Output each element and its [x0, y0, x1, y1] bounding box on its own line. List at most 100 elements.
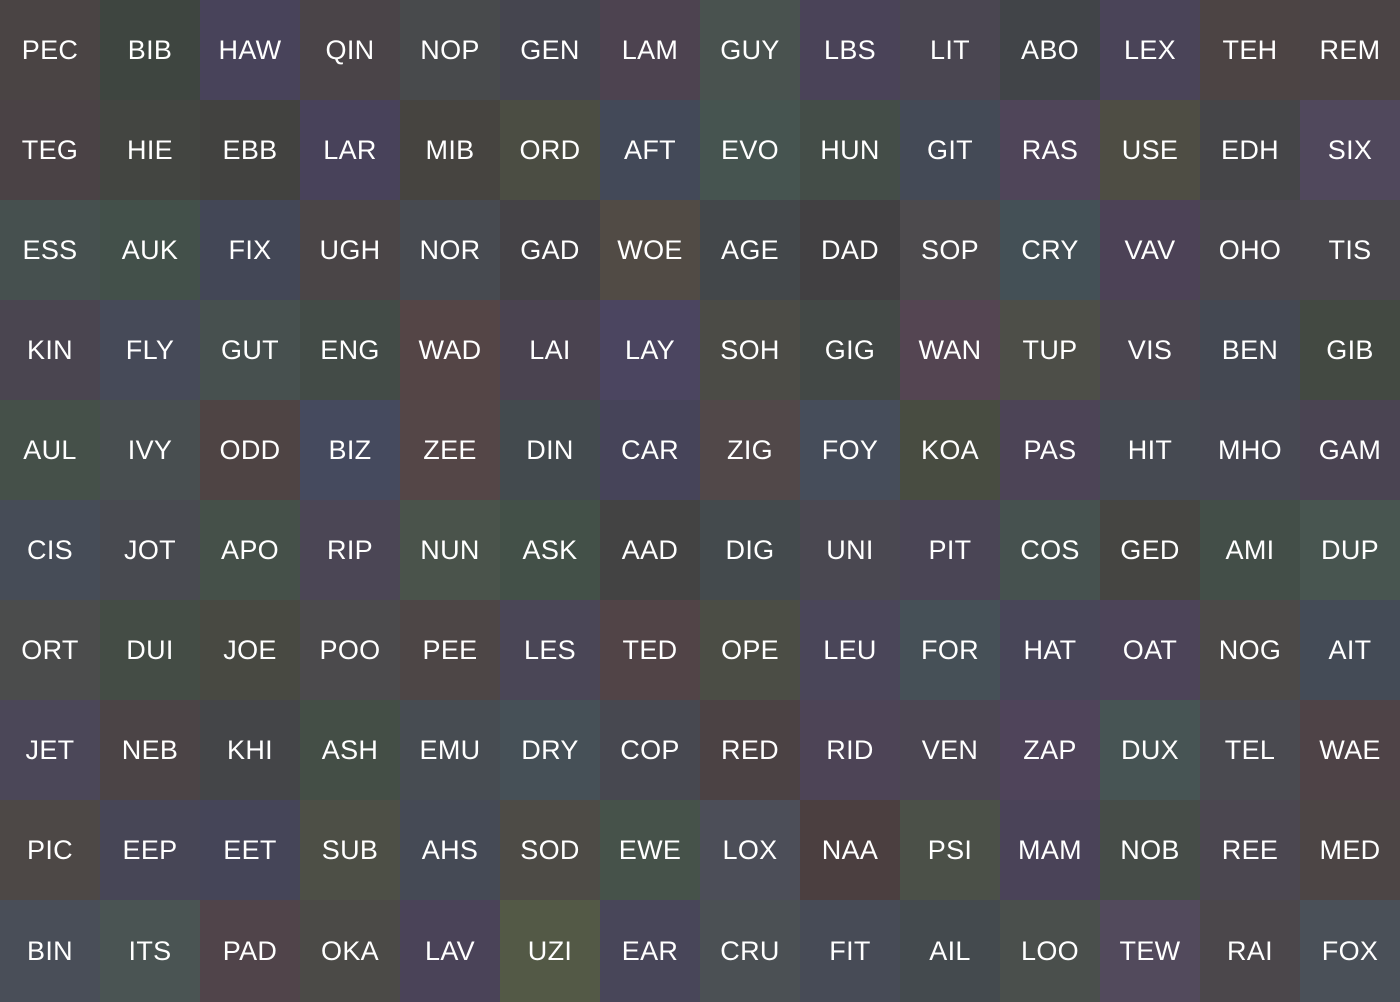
word-tile-ort[interactable]: ORT: [0, 600, 100, 700]
word-tile-tis[interactable]: TIS: [1300, 200, 1400, 300]
word-tile-sop[interactable]: SOP: [900, 200, 1000, 300]
word-tile-ebb[interactable]: EBB: [200, 100, 300, 200]
word-tile-ope[interactable]: OPE: [700, 600, 800, 700]
word-tile-les[interactable]: LES: [500, 600, 600, 700]
word-tile-kin[interactable]: KIN: [0, 300, 100, 400]
word-tile-din[interactable]: DIN: [500, 400, 600, 500]
word-tile-cos[interactable]: COS: [1000, 500, 1100, 600]
word-tile-tup[interactable]: TUP: [1000, 300, 1100, 400]
word-tile-wad[interactable]: WAD: [400, 300, 500, 400]
word-tile-pec[interactable]: PEC: [0, 0, 100, 100]
word-tile-ami[interactable]: AMI: [1200, 500, 1300, 600]
word-tile-rid[interactable]: RID: [800, 700, 900, 800]
word-tile-hie[interactable]: HIE: [100, 100, 200, 200]
word-tile-dig[interactable]: DIG: [700, 500, 800, 600]
word-tile-lai[interactable]: LAI: [500, 300, 600, 400]
word-tile-gam[interactable]: GAM: [1300, 400, 1400, 500]
word-tile-ord[interactable]: ORD: [500, 100, 600, 200]
word-tile-nor[interactable]: NOR: [400, 200, 500, 300]
word-tile-age[interactable]: AGE: [700, 200, 800, 300]
word-tile-cry[interactable]: CRY: [1000, 200, 1100, 300]
word-tile-rip[interactable]: RIP: [300, 500, 400, 600]
word-tile-dup[interactable]: DUP: [1300, 500, 1400, 600]
word-tile-ahs[interactable]: AHS: [400, 800, 500, 900]
word-tile-its[interactable]: ITS: [100, 900, 200, 1002]
word-tile-lbs[interactable]: LBS: [800, 0, 900, 100]
word-tile-oka[interactable]: OKA: [300, 900, 400, 1002]
word-tile-dux[interactable]: DUX: [1100, 700, 1200, 800]
word-tile-haw[interactable]: HAW: [200, 0, 300, 100]
word-tile-lay[interactable]: LAY: [600, 300, 700, 400]
word-tile-ewe[interactable]: EWE: [600, 800, 700, 900]
word-tile-khi[interactable]: KHI: [200, 700, 300, 800]
word-tile-auk[interactable]: AUK: [100, 200, 200, 300]
word-tile-med[interactable]: MED: [1300, 800, 1400, 900]
word-tile-pit[interactable]: PIT: [900, 500, 1000, 600]
word-tile-ben[interactable]: BEN: [1200, 300, 1300, 400]
word-tile-uzi[interactable]: UZI: [500, 900, 600, 1002]
word-tile-apo[interactable]: APO: [200, 500, 300, 600]
word-tile-dui[interactable]: DUI: [100, 600, 200, 700]
word-tile-fit[interactable]: FIT: [800, 900, 900, 1002]
word-tile-cop[interactable]: COP: [600, 700, 700, 800]
word-tile-car[interactable]: CAR: [600, 400, 700, 500]
word-tile-fix[interactable]: FIX: [200, 200, 300, 300]
word-tile-ess[interactable]: ESS: [0, 200, 100, 300]
word-tile-fly[interactable]: FLY: [100, 300, 200, 400]
word-tile-for[interactable]: FOR: [900, 600, 1000, 700]
word-tile-cis[interactable]: CIS: [0, 500, 100, 600]
word-tile-odd[interactable]: ODD: [200, 400, 300, 500]
word-tile-bib[interactable]: BIB: [100, 0, 200, 100]
word-tile-evo[interactable]: EVO: [700, 100, 800, 200]
word-tile-oho[interactable]: OHO: [1200, 200, 1300, 300]
word-tile-ash[interactable]: ASH: [300, 700, 400, 800]
word-tile-abo[interactable]: ABO: [1000, 0, 1100, 100]
word-tile-eep[interactable]: EEP: [100, 800, 200, 900]
word-tile-ear[interactable]: EAR: [600, 900, 700, 1002]
word-tile-koa[interactable]: KOA: [900, 400, 1000, 500]
word-tile-zee[interactable]: ZEE: [400, 400, 500, 500]
word-tile-ven[interactable]: VEN: [900, 700, 1000, 800]
word-tile-lit[interactable]: LIT: [900, 0, 1000, 100]
word-tile-soh[interactable]: SOH: [700, 300, 800, 400]
word-tile-teh[interactable]: TEH: [1200, 0, 1300, 100]
word-tile-ted[interactable]: TED: [600, 600, 700, 700]
word-tile-zig[interactable]: ZIG: [700, 400, 800, 500]
word-tile-ait[interactable]: AIT: [1300, 600, 1400, 700]
word-tile-dad[interactable]: DAD: [800, 200, 900, 300]
word-tile-qin[interactable]: QIN: [300, 0, 400, 100]
word-tile-aul[interactable]: AUL: [0, 400, 100, 500]
word-tile-mam[interactable]: MAM: [1000, 800, 1100, 900]
word-tile-wan[interactable]: WAN: [900, 300, 1000, 400]
word-tile-edh[interactable]: EDH: [1200, 100, 1300, 200]
word-tile-jet[interactable]: JET: [0, 700, 100, 800]
word-tile-eet[interactable]: EET: [200, 800, 300, 900]
word-tile-joe[interactable]: JOE: [200, 600, 300, 700]
word-tile-mib[interactable]: MIB: [400, 100, 500, 200]
word-tile-gib[interactable]: GIB: [1300, 300, 1400, 400]
word-tile-nog[interactable]: NOG: [1200, 600, 1300, 700]
word-tile-tew[interactable]: TEW: [1100, 900, 1200, 1002]
word-tile-wae[interactable]: WAE: [1300, 700, 1400, 800]
word-tile-use[interactable]: USE: [1100, 100, 1200, 200]
word-tile-teg[interactable]: TEG: [0, 100, 100, 200]
word-tile-ugh[interactable]: UGH: [300, 200, 400, 300]
word-tile-hat[interactable]: HAT: [1000, 600, 1100, 700]
word-tile-naa[interactable]: NAA: [800, 800, 900, 900]
word-tile-leu[interactable]: LEU: [800, 600, 900, 700]
word-tile-bin[interactable]: BIN: [0, 900, 100, 1002]
word-tile-ree[interactable]: REE: [1200, 800, 1300, 900]
word-tile-sod[interactable]: SOD: [500, 800, 600, 900]
word-tile-ivy[interactable]: IVY: [100, 400, 200, 500]
word-tile-woe[interactable]: WOE: [600, 200, 700, 300]
word-tile-biz[interactable]: BIZ: [300, 400, 400, 500]
word-tile-ask[interactable]: ASK: [500, 500, 600, 600]
word-tile-mho[interactable]: MHO: [1200, 400, 1300, 500]
word-tile-ged[interactable]: GED: [1100, 500, 1200, 600]
word-tile-pic[interactable]: PIC: [0, 800, 100, 900]
word-tile-gad[interactable]: GAD: [500, 200, 600, 300]
word-tile-gen[interactable]: GEN: [500, 0, 600, 100]
word-tile-poo[interactable]: POO: [300, 600, 400, 700]
word-tile-hun[interactable]: HUN: [800, 100, 900, 200]
word-tile-sub[interactable]: SUB: [300, 800, 400, 900]
